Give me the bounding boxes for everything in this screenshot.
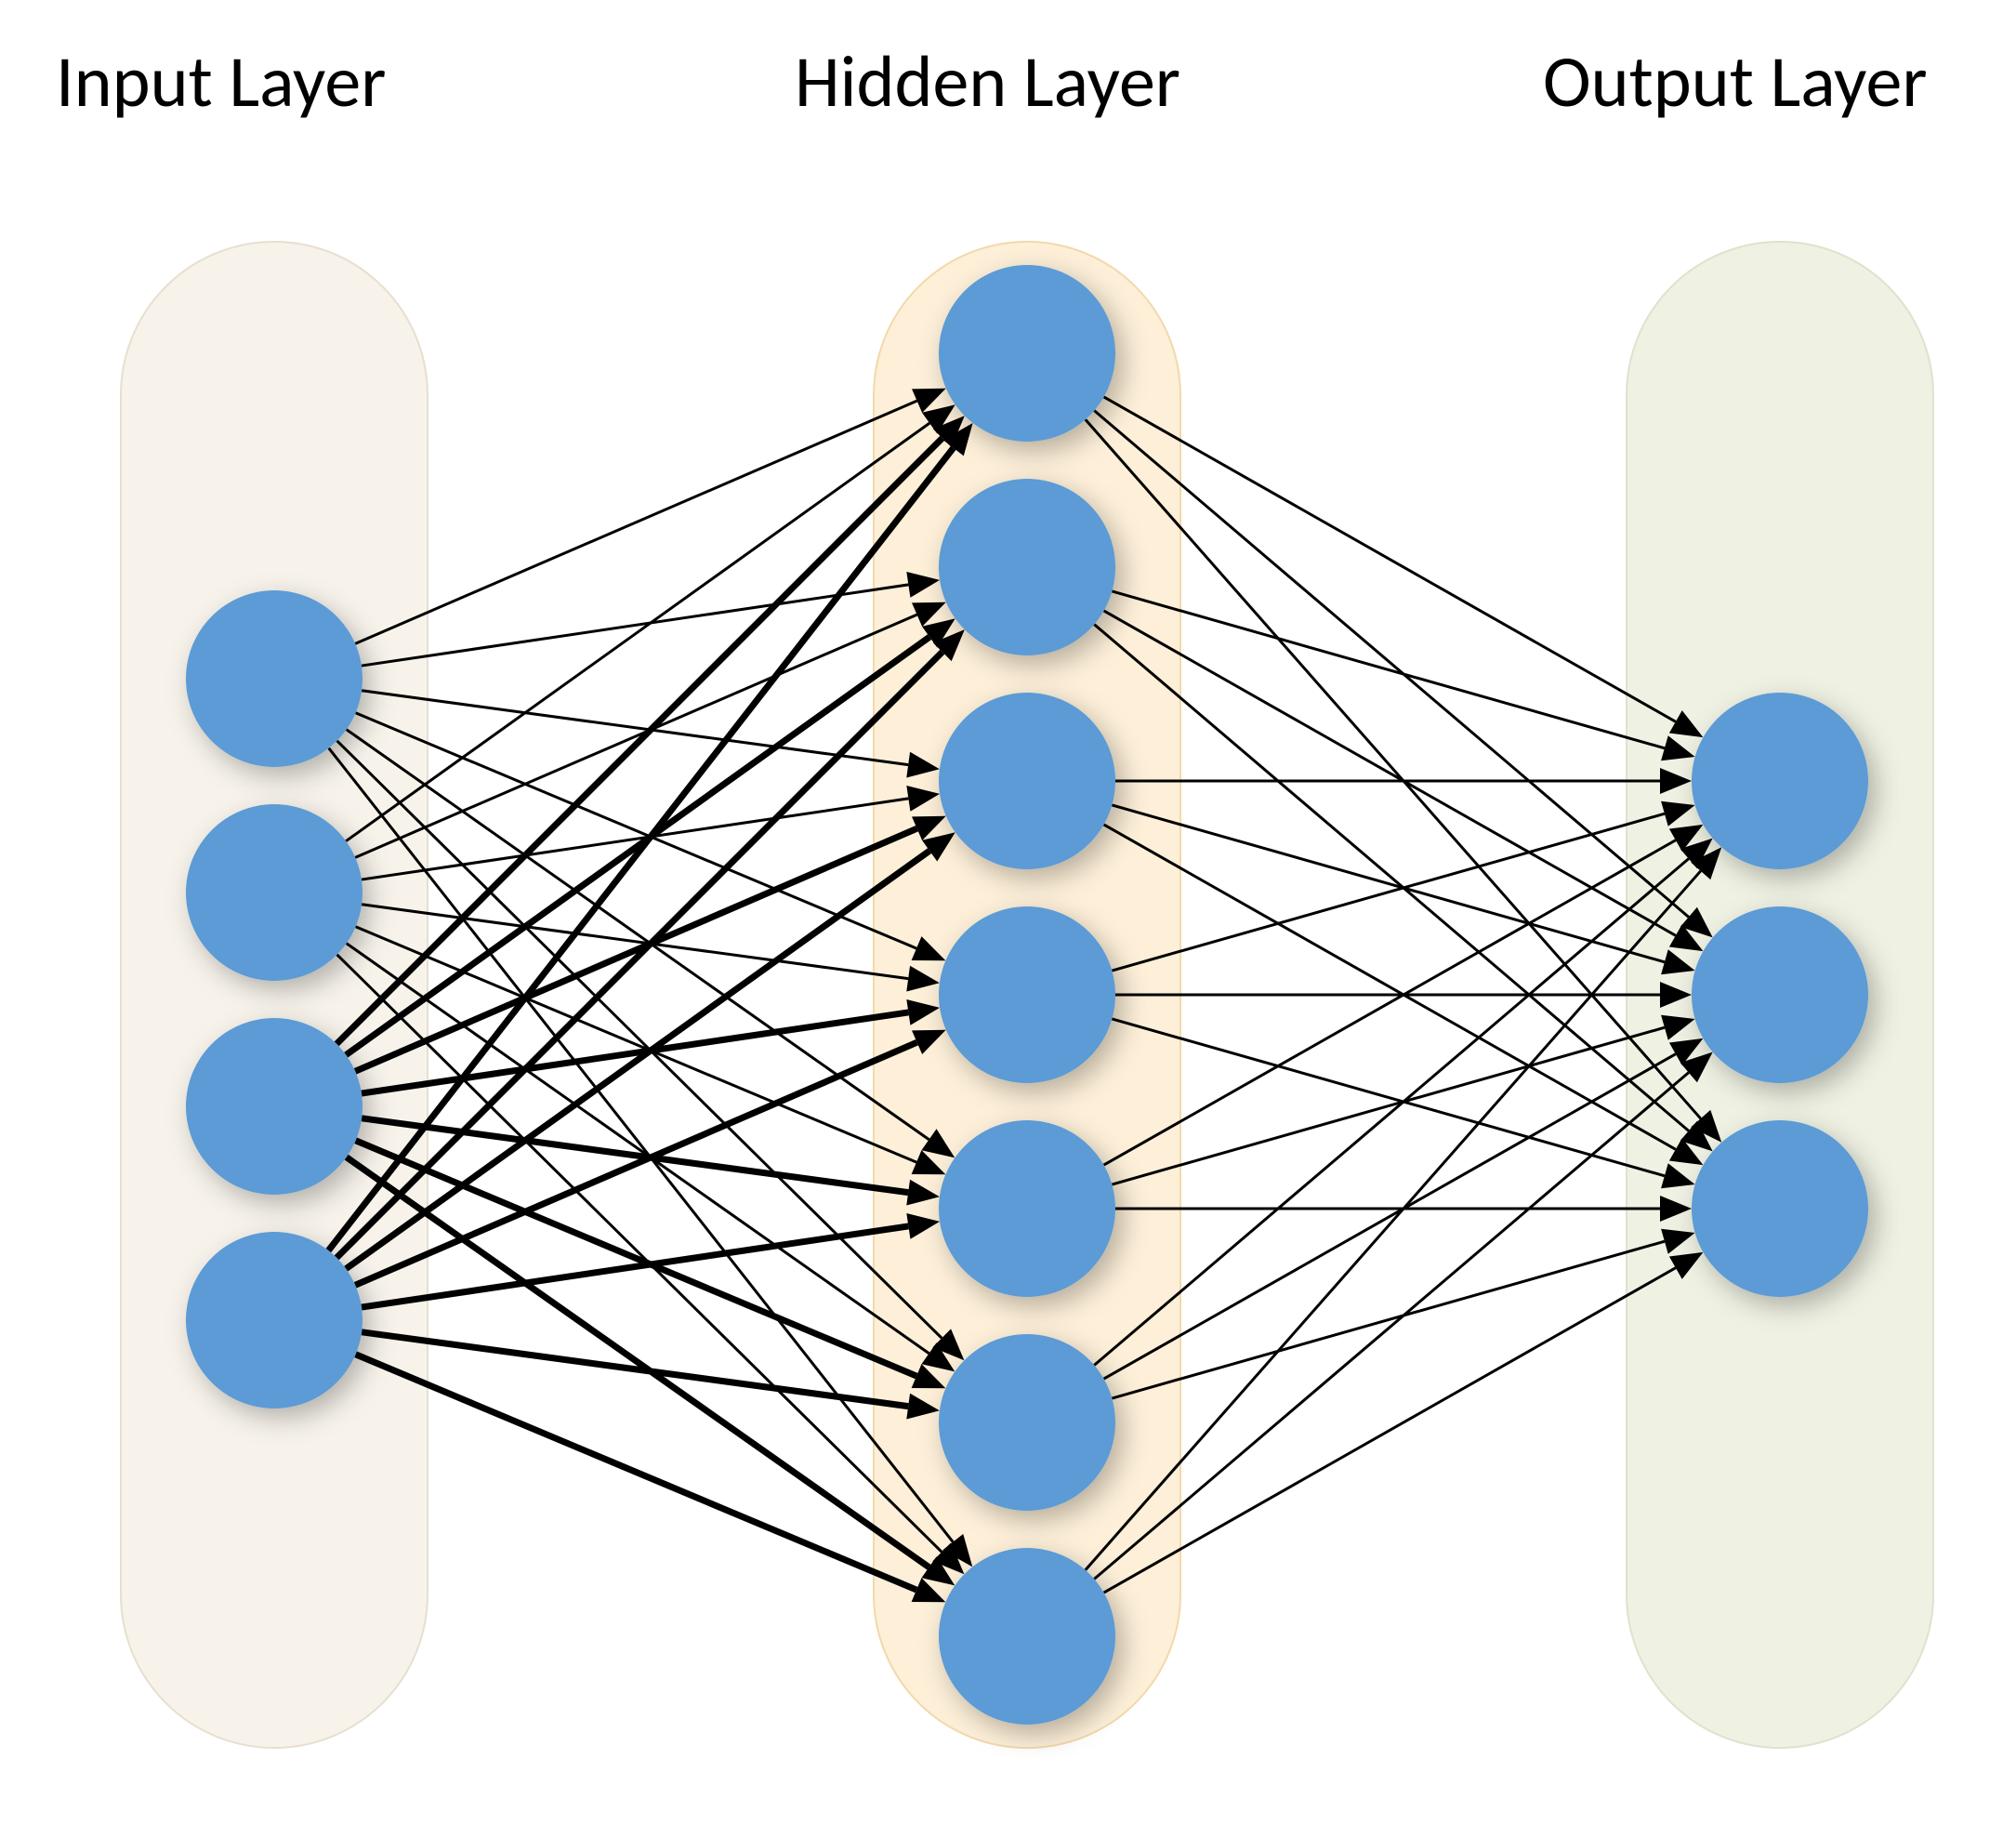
input-node (186, 590, 362, 767)
input-node (186, 1018, 362, 1195)
edge (362, 1332, 940, 1420)
edge (1104, 397, 1704, 737)
output-node (1692, 906, 1868, 1083)
output-node (1692, 1120, 1868, 1297)
hidden-node (939, 906, 1115, 1083)
input-node (186, 804, 362, 981)
hidden-node (939, 265, 1115, 442)
hidden-node (939, 1120, 1115, 1297)
edge (346, 404, 955, 840)
edge (1112, 1229, 1694, 1398)
edge (1094, 1052, 1712, 1580)
neural-network-diagram: { "diagram": { "type": "network", "width… (0, 0, 2016, 1825)
hidden-node (939, 1548, 1115, 1725)
edge (336, 629, 965, 1258)
edge (346, 832, 955, 1268)
edge (356, 1355, 946, 1602)
edge (362, 572, 940, 666)
hidden-node (939, 1334, 1115, 1511)
hidden-node (939, 479, 1115, 655)
edge (355, 389, 946, 644)
output-node (1692, 693, 1868, 869)
hidden-node (939, 693, 1115, 869)
edge (1112, 591, 1694, 760)
edge (1104, 1252, 1704, 1593)
edge (336, 416, 965, 1044)
network-svg (0, 0, 2016, 1825)
edge (1115, 768, 1692, 794)
input-node (186, 1232, 362, 1408)
edge (1094, 839, 1712, 1366)
edge (355, 1030, 946, 1286)
